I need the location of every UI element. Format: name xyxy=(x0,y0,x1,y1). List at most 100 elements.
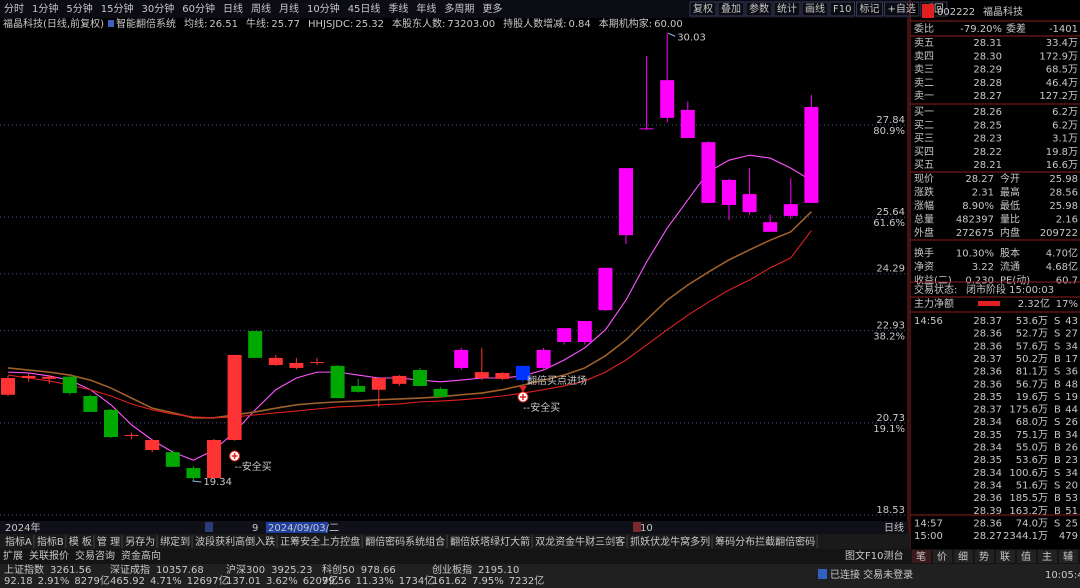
connection: 已连接 交易未登录 xyxy=(830,568,913,581)
tool-border xyxy=(745,1,773,17)
tool-border xyxy=(883,1,920,17)
period-tab[interactable]: 15分钟 xyxy=(101,2,134,15)
period-tab[interactable]: 60分钟 xyxy=(182,2,215,15)
tool-button[interactable]: F10 xyxy=(833,4,851,15)
period-tab[interactable]: 周线 xyxy=(251,2,271,15)
indicator-tab[interactable]: 筹码分布拦截翻倍密码 xyxy=(715,535,815,548)
tool-button[interactable]: 复权 xyxy=(693,2,713,15)
period-tab[interactable]: 分时 xyxy=(4,3,24,15)
tick-volume: 50.2万 xyxy=(1016,354,1048,365)
tool-button[interactable]: 画线 xyxy=(805,2,825,15)
tick-count: 53 xyxy=(1065,493,1078,504)
candle-body xyxy=(598,267,613,311)
stat-value: 482397 xyxy=(956,215,994,226)
candle-body xyxy=(104,409,118,438)
order-volume: 3.1万 xyxy=(1052,134,1078,145)
tick-price: 28.39 xyxy=(973,506,1002,517)
side-button[interactable]: 细 xyxy=(958,550,968,563)
indicator-tab[interactable]: 绑定到 xyxy=(160,535,190,548)
index-change: 161.62 xyxy=(432,576,467,587)
period-tab[interactable]: 30分钟 xyxy=(141,2,174,15)
period-tab[interactable]: 更多 xyxy=(482,2,502,15)
index-name: 科创50 xyxy=(322,563,355,576)
indicator-tab[interactable]: 双龙资金牛财三剑客 xyxy=(535,535,625,548)
indicator-tab[interactable]: 另存为 xyxy=(125,535,155,548)
date-icon xyxy=(633,522,641,532)
link-tab[interactable]: 资金高向 xyxy=(121,549,161,562)
order-volume: 68.5万 xyxy=(1046,65,1078,76)
period-tab[interactable]: 多周期 xyxy=(444,2,474,15)
indicator-tab[interactable]: 指标A xyxy=(5,535,32,548)
link-tab[interactable]: 交易咨询 xyxy=(75,549,115,562)
candle-body xyxy=(516,365,530,381)
side-button[interactable]: 势 xyxy=(979,550,989,563)
net-pct: 17% xyxy=(1056,299,1078,310)
index-pct: 3.62% xyxy=(266,576,298,587)
tool-button[interactable]: +自选 xyxy=(887,2,915,15)
date-cursor-bg xyxy=(266,522,328,533)
side-button[interactable]: 主 xyxy=(1042,551,1052,563)
period-tab[interactable]: 季线 xyxy=(388,2,408,15)
stat-label: 收益(二) xyxy=(914,274,952,287)
stat-value: 4.68亿 xyxy=(1046,260,1078,273)
candle-body xyxy=(413,370,427,386)
period-tab[interactable]: 10分钟 xyxy=(307,2,340,15)
period-tab[interactable]: 月线 xyxy=(279,2,299,15)
order-price: 28.28 xyxy=(973,78,1002,89)
date-label: 2024年 xyxy=(5,521,40,534)
status-bg xyxy=(0,564,1080,588)
indicator-tab[interactable]: 翻倍密码系统组合 xyxy=(365,535,445,548)
tick-count: 27 xyxy=(1065,329,1078,340)
stat-value: 2.16 xyxy=(1056,215,1078,226)
side-button[interactable]: 笔 xyxy=(916,550,926,563)
tick-price: 28.34 xyxy=(973,468,1002,479)
tool-button[interactable]: 统计 xyxy=(777,2,797,15)
f10-link[interactable]: 图文F10测台 xyxy=(845,549,903,562)
index-change: 92.18 xyxy=(4,576,33,587)
side-button[interactable]: 价 xyxy=(937,551,947,563)
side-button[interactable]: 辅 xyxy=(1063,550,1073,563)
tick-count: 44 xyxy=(1065,405,1078,416)
side-button[interactable]: 值 xyxy=(1021,550,1031,563)
tool-button[interactable]: 叠加 xyxy=(721,3,741,15)
candle-body xyxy=(804,106,819,203)
indicator-value: 60.00 xyxy=(654,19,683,30)
tick-side: S xyxy=(1054,341,1060,352)
period-tab[interactable]: 日线 xyxy=(223,2,243,15)
indicator-value: 25.77 xyxy=(271,19,300,30)
tick-count: 20 xyxy=(1065,480,1078,491)
side-button-bg xyxy=(1038,550,1057,563)
indicator-tab[interactable]: 指标B xyxy=(37,535,64,548)
tool-button[interactable]: 标记 xyxy=(859,3,879,15)
stat-label: 流通 xyxy=(1000,260,1020,273)
tick-price: 28.37 xyxy=(973,354,1002,365)
period-tab[interactable]: 5分钟 xyxy=(66,2,92,15)
tick-side: B xyxy=(1054,379,1061,390)
logo xyxy=(922,4,934,18)
indicator-tab[interactable]: 正筹安全上方控盘 xyxy=(280,535,360,548)
tool-button[interactable]: 参数 xyxy=(749,2,769,15)
tick-count: 34 xyxy=(1065,468,1078,479)
stock-code: 002222 xyxy=(937,7,975,18)
date-label: 10 xyxy=(640,523,653,534)
indicator-line xyxy=(7,230,812,419)
index-price: 2195.10 xyxy=(478,565,519,576)
indicator-tab[interactable]: 抓妖伏龙牛窝多列 xyxy=(630,535,710,548)
link-tab[interactable]: 扩展 xyxy=(3,549,23,562)
tick-price: 28.36 xyxy=(973,379,1002,390)
period-tab[interactable]: 1分钟 xyxy=(32,2,58,15)
link-tab[interactable]: 关联报价 xyxy=(29,549,69,562)
net-label: 主力净额 xyxy=(914,297,954,310)
tick-count: 43 xyxy=(1065,316,1078,327)
indicator-tab[interactable]: 模 板 xyxy=(69,535,92,548)
buy-arrow xyxy=(519,386,527,392)
indicator-tab[interactable]: 波段获利高倒入跌 xyxy=(195,535,275,548)
period-tab[interactable]: 45日线 xyxy=(348,2,381,15)
indicator-tab[interactable]: 管 理 xyxy=(97,535,120,548)
side-button[interactable]: 联 xyxy=(1000,551,1010,563)
period-tab[interactable]: 年线 xyxy=(416,2,436,15)
indicator-label: 本股东人数: xyxy=(392,17,445,30)
stat-label: 内盘 xyxy=(1000,226,1020,239)
indicator-tab[interactable]: 翻倍妖塔绿灯大箭 xyxy=(450,535,530,548)
candle-body xyxy=(1,377,15,395)
